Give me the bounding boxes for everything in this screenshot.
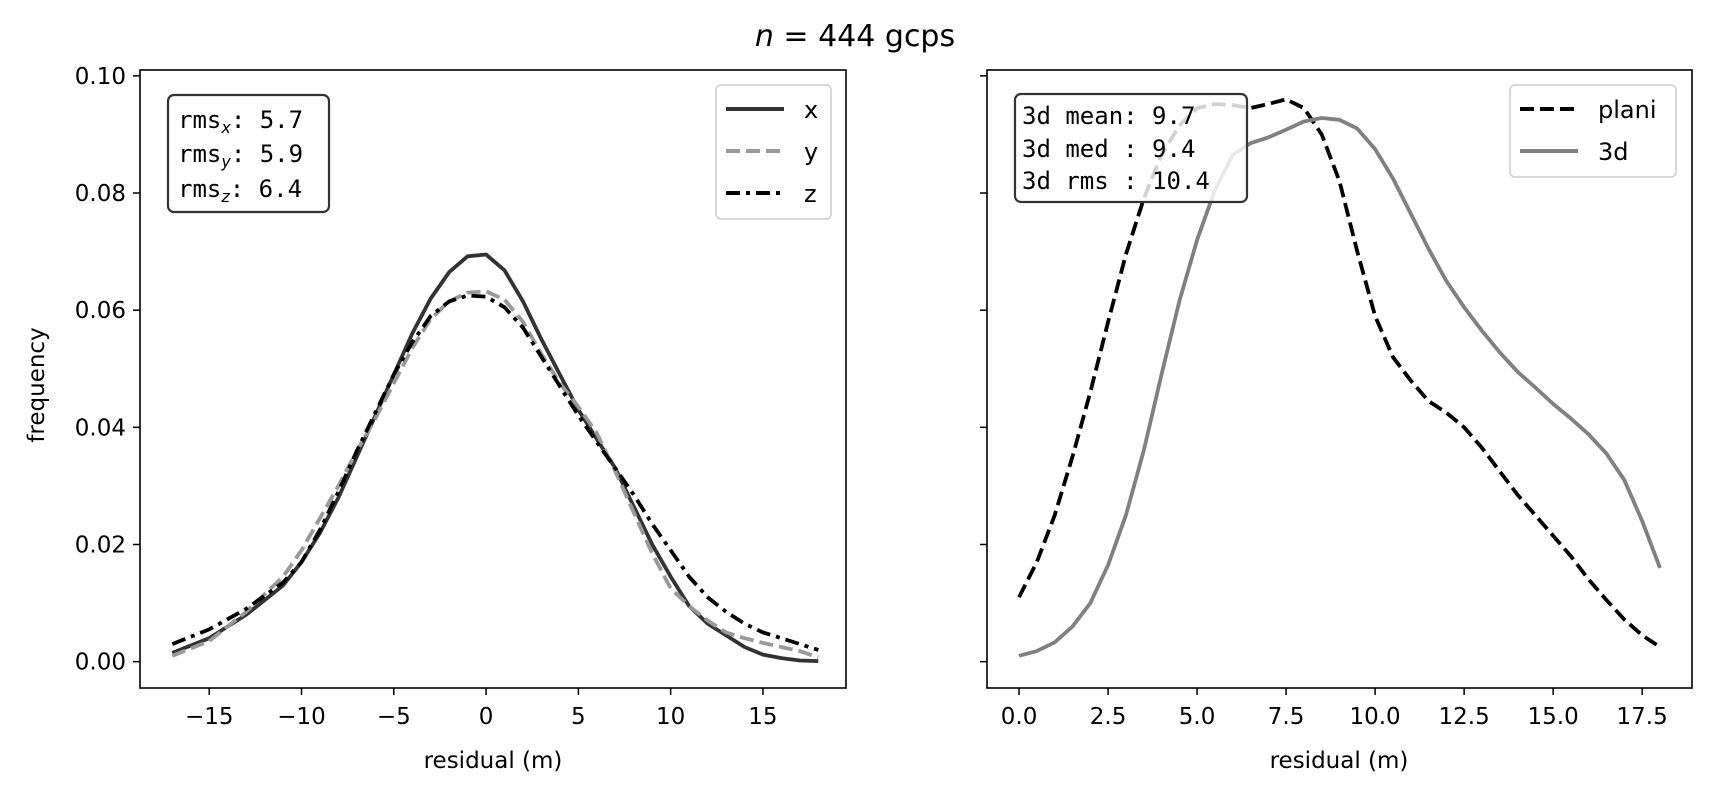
stat-3d-med: 3d med : 9.4: [1022, 135, 1195, 163]
right-panel: 0.0 2.5 5.0 7.5 10.0 12.5 15.0 17.5 residual (m…: [980, 69, 1693, 774]
left-series-z-line: [171, 293, 819, 652]
left-legend: x y z: [715, 84, 832, 220]
figure-title: n = 444 gcps: [755, 19, 955, 54]
rms-y-label: rmsy: 5.9: [178, 140, 303, 171]
left-xlabel: residual (m): [424, 748, 563, 774]
left-ytick-label: 0.02: [75, 532, 126, 558]
right-series-3d-line: [1018, 116, 1662, 658]
left-xtick-label: 5: [571, 704, 586, 730]
legend-y-label: y: [804, 138, 818, 166]
right-xtick-label: 0.0: [1001, 704, 1038, 730]
left-xtick-label: −15: [185, 704, 234, 730]
left-series-x-line: [171, 252, 819, 663]
left-ytick-label: 0.06: [75, 298, 126, 324]
right-xtick-label: 5.0: [1179, 704, 1216, 730]
left-xtick-label: −10: [277, 704, 326, 730]
right-xtick-label: 17.5: [1617, 704, 1668, 730]
legend-3d-label: 3d: [1598, 138, 1629, 166]
stat-3d-rms: 3d rms : 10.4: [1022, 167, 1210, 195]
right-xtick-label: 12.5: [1439, 704, 1490, 730]
left-series-y-line: [171, 289, 819, 660]
left-ytick-label: 0.00: [75, 650, 126, 676]
right-plot-area: 0.0 2.5 5.0 7.5 10.0 12.5 15.0 17.5: [980, 69, 1693, 730]
left-xtick-label: 0: [479, 704, 494, 730]
right-xtick-label: 7.5: [1268, 704, 1305, 730]
left-ylabel: frequency: [24, 327, 50, 442]
left-xtick-label: 10: [656, 704, 685, 730]
right-legend: plani 3d: [1509, 84, 1677, 178]
left-panel: −15 −10 −5 0 5 10 15 0.00 0.02 0.04 0.06 0.08 0.10 f…: [24, 64, 847, 774]
rms-z-value: 6.4: [259, 175, 302, 203]
left-plot-area: −15 −10 −5 0 5 10 15 0.00 0.02 0.04 0.06 0.08 0.10: [75, 64, 847, 730]
left-xtick-label: 15: [748, 704, 777, 730]
left-ytick-label: 0.10: [75, 64, 126, 90]
left-axes-frame: [139, 69, 847, 689]
legend-plani-label: plani: [1598, 96, 1657, 124]
legend-z-label: z: [804, 180, 817, 208]
right-xlabel: residual (m): [1270, 748, 1409, 774]
stat-3d-mean: 3d mean: 9.7: [1022, 102, 1195, 130]
left-xtick-label: −5: [377, 704, 411, 730]
right-xtick-label: 15.0: [1528, 704, 1579, 730]
rms-x-label: rmsx: 5.7: [178, 106, 303, 137]
right-axes-frame: [986, 69, 1693, 689]
legend-x-label: x: [804, 96, 818, 124]
rms-y-value: 5.9: [260, 140, 303, 168]
right-xtick-label: 2.5: [1090, 704, 1127, 730]
left-ytick-label: 0.04: [75, 415, 126, 441]
rms-z-label: rmsz: 6.4: [178, 175, 302, 206]
right-stats-box: 3d mean: 9.7 3d med : 9.4 3d rms : 10.4: [1013, 92, 1249, 204]
right-series-plani-line: [1017, 97, 1662, 649]
left-stats-box: rmsx: 5.7 rmsy: 5.9 rmsz: 6.4: [166, 93, 331, 214]
right-xtick-label: 10.0: [1349, 704, 1400, 730]
rms-x-value: 5.7: [260, 106, 303, 134]
left-ytick-label: 0.08: [75, 181, 126, 207]
